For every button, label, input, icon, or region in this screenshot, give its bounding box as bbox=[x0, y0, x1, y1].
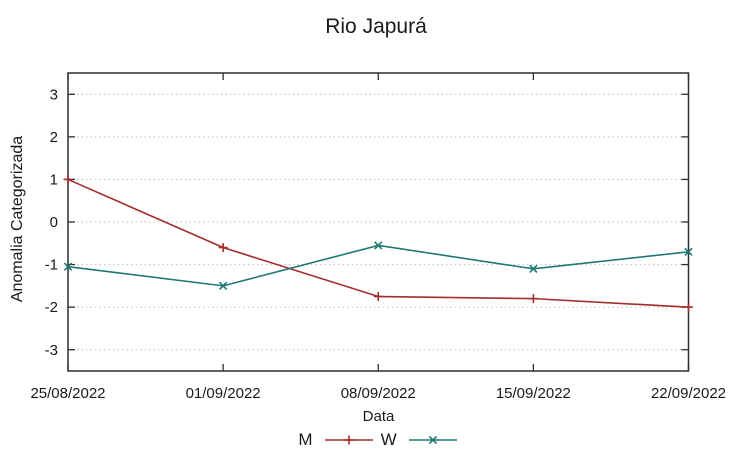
plus-marker bbox=[218, 243, 228, 253]
cross-marker bbox=[428, 435, 437, 445]
y-tick-label: -1 bbox=[45, 257, 58, 274]
legend-label-m: M bbox=[298, 430, 313, 449]
x-tick-label: 15/09/2022 bbox=[496, 385, 571, 402]
series-line-m bbox=[67, 178, 689, 308]
cross-marker bbox=[63, 262, 73, 271]
legend-label-w: W bbox=[380, 430, 397, 449]
legend-line-sample-m bbox=[324, 435, 373, 445]
legend-line-sample-w bbox=[408, 435, 457, 445]
plus-marker bbox=[63, 174, 73, 184]
y-tick-label: 0 bbox=[50, 214, 58, 231]
cross-marker bbox=[218, 281, 228, 291]
legend: M W bbox=[0, 430, 752, 450]
y-tick-label: -3 bbox=[45, 342, 58, 359]
plus-marker bbox=[684, 302, 693, 312]
plus-marker bbox=[528, 294, 538, 304]
legend-item-m: M bbox=[298, 430, 374, 450]
plus-marker bbox=[344, 435, 354, 445]
series-line-w bbox=[67, 244, 689, 287]
y-tick-label: 3 bbox=[50, 86, 58, 103]
x-tick-label: 08/09/2022 bbox=[341, 385, 416, 402]
chart-title: Rio Japurá bbox=[325, 15, 427, 38]
series-w bbox=[63, 241, 693, 291]
legend-item-w: W bbox=[381, 430, 459, 450]
x-axis-label: Data bbox=[362, 408, 395, 425]
plus-marker bbox=[373, 292, 383, 301]
y-tick-label: -2 bbox=[45, 299, 58, 316]
y-tick-label: 1 bbox=[50, 172, 58, 189]
y-tick-label: 2 bbox=[50, 129, 58, 146]
x-tick-label: 25/08/2022 bbox=[30, 385, 105, 402]
x-tick-label: 22/09/2022 bbox=[651, 385, 726, 402]
series-m bbox=[63, 174, 693, 312]
x-tick-label: 01/09/2022 bbox=[186, 385, 261, 402]
cross-marker bbox=[374, 241, 383, 250]
cross-marker bbox=[529, 264, 538, 273]
plot-border bbox=[67, 72, 690, 372]
cross-marker bbox=[684, 247, 693, 256]
